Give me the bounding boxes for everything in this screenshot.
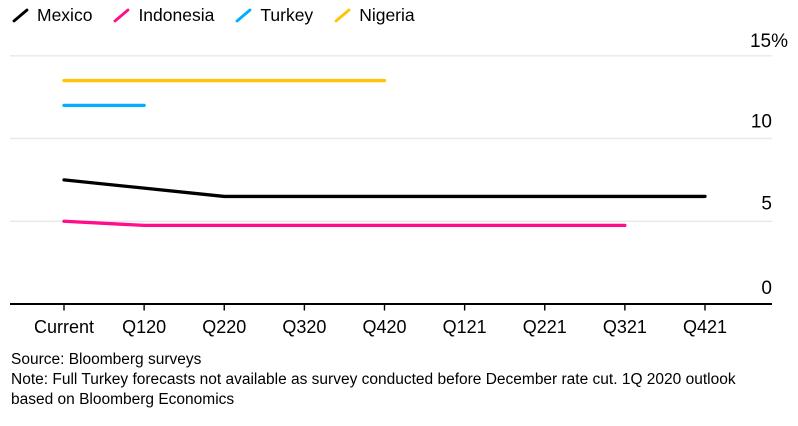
chart-footer: Source: Bloomberg surveys Note: Full Tur… xyxy=(11,350,763,410)
legend-label: Mexico xyxy=(37,5,93,25)
source-text: Source: Bloomberg surveys xyxy=(11,351,202,368)
line-swatch-icon xyxy=(114,8,130,23)
series-lines xyxy=(62,78,707,228)
y-axis-label-15: 15% xyxy=(750,31,788,52)
y-axis-label-0: 0 xyxy=(761,278,772,299)
x-axis-label-current: Current xyxy=(34,317,94,337)
x-axis-label-q120: Q120 xyxy=(122,317,166,337)
line-swatch-icon xyxy=(334,8,351,23)
legend-label: Nigeria xyxy=(359,5,415,25)
note-text: Note: Full Turkey forecasts not availabl… xyxy=(11,371,736,408)
x-axis-label-q420: Q420 xyxy=(362,317,406,337)
legend-item-mexico: Mexico xyxy=(12,5,92,26)
legend-item-nigeria: Nigeria xyxy=(334,5,415,26)
x-axis-label-q220: Q220 xyxy=(202,317,246,337)
chart-svg: 15% 10 5 0 Current Q120 Q220 Q320 Q420 Q… xyxy=(10,31,788,337)
line-swatch-icon xyxy=(12,8,29,23)
legend-label: Indonesia xyxy=(138,5,215,25)
x-axis-label-q320: Q320 xyxy=(282,317,326,337)
x-axis-label-q221: Q221 xyxy=(523,317,567,337)
x-axis-ticks xyxy=(63,304,706,311)
legend-label: Turkey xyxy=(260,5,314,25)
line-swatch-icon xyxy=(235,8,252,23)
chart-legend: Mexico Indonesia Turkey Nigeria xyxy=(12,5,415,26)
y-axis-label-5: 5 xyxy=(761,194,772,215)
plot-area: 15% 10 5 0 Current Q120 Q220 Q320 Q420 Q… xyxy=(10,31,788,337)
series-line-indonesia xyxy=(62,219,627,228)
legend-item-turkey: Turkey xyxy=(235,5,313,26)
x-axis-label-q121: Q121 xyxy=(443,317,487,337)
legend-item-indonesia: Indonesia xyxy=(113,5,214,26)
series-line-mexico xyxy=(62,178,707,199)
y-axis-label-10: 10 xyxy=(751,112,772,133)
x-axis-label-q421: Q421 xyxy=(683,317,727,337)
x-axis-label-q321: Q321 xyxy=(603,317,647,337)
